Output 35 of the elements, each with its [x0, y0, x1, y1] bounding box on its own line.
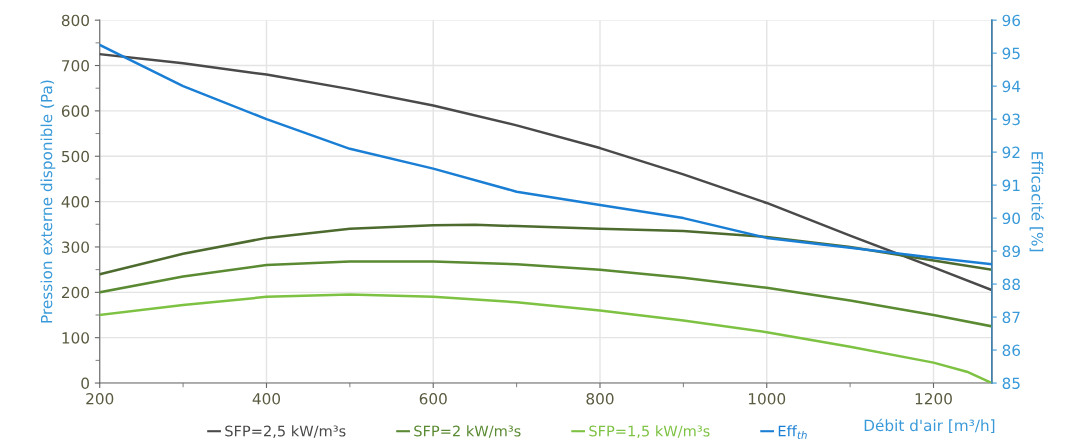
y-tick-label: 600	[61, 105, 89, 117]
y2-axis-title: Efficacité [%]	[1029, 152, 1044, 252]
y2-tick-label: 93	[1002, 113, 1020, 126]
y2-tick-label: 90	[1002, 212, 1021, 225]
legend-label: SFP=2 kW/m³s	[414, 425, 521, 438]
x-axis-title: Débit d'air [m³/h]	[864, 418, 995, 433]
x-tick-label: 600	[419, 393, 447, 405]
y-tick-label: 700	[62, 59, 89, 72]
y-axis-title: Pression externe disponible (Pa)	[40, 80, 56, 323]
y2-tick-label: 94	[1002, 80, 1021, 93]
y2-tick-label: 89	[1002, 245, 1020, 258]
y-tick-label: 500	[62, 150, 89, 163]
y2-tick-label: 91	[1002, 179, 1020, 192]
x-tick-label: 1200	[915, 393, 952, 405]
y2-tick-label: 85	[1002, 377, 1020, 390]
y2-tick-label: 88	[1002, 278, 1020, 291]
y2-tick-label: 86	[1002, 344, 1021, 357]
legend-label: SFP=1,5 kW/m³s	[589, 425, 710, 439]
x-tick-label: 800	[586, 393, 614, 405]
legend-label: Eff$_{th}$	[778, 425, 807, 439]
y-tick-label: 0	[81, 377, 89, 390]
y-tick-label: 400	[61, 196, 89, 208]
y-tick-label: 300	[62, 241, 89, 253]
y-tick-label: 800	[61, 14, 89, 27]
x-tick-label: 400	[252, 393, 281, 405]
y2-tick-label: 96	[1002, 14, 1021, 27]
y2-tick-label: 95	[1002, 47, 1020, 60]
y-tick-label: 100	[62, 332, 89, 344]
x-tick-label: 1000	[748, 393, 786, 405]
y2-tick-label: 87	[1002, 311, 1020, 324]
legend-label: SFP=2,5 kW/m³s	[225, 425, 346, 439]
y2-tick-label: 92	[1002, 146, 1020, 159]
x-tick-label: 200	[86, 393, 114, 405]
y-tick-label: 200	[61, 286, 89, 299]
line-series	[99, 260, 992, 328]
